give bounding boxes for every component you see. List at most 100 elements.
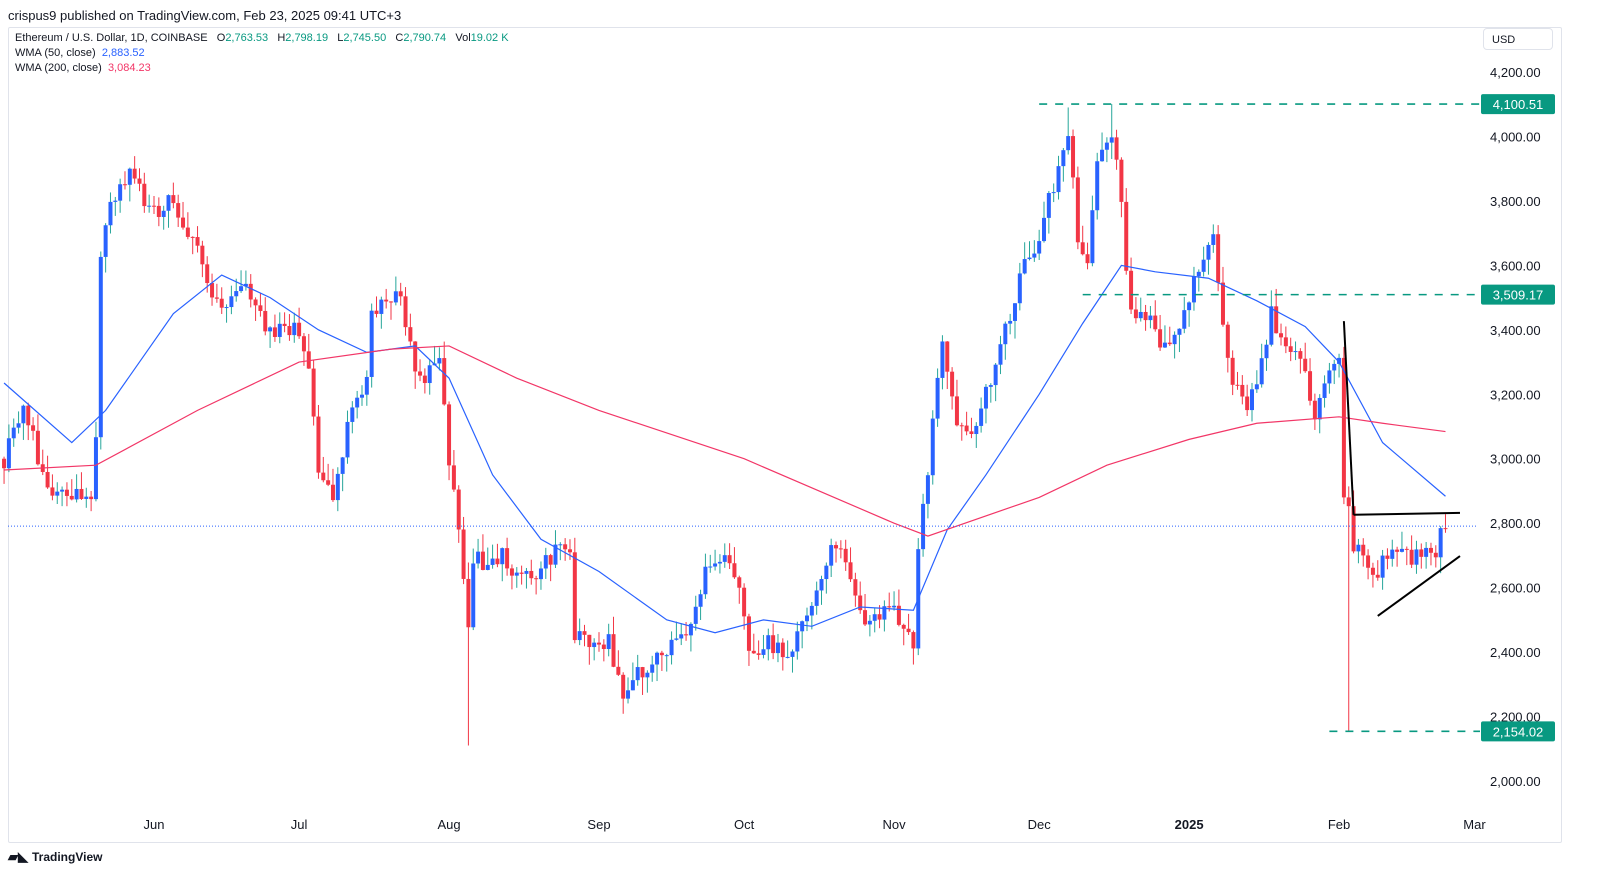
candle-down — [384, 299, 389, 302]
candle-down — [137, 178, 142, 184]
candle-up — [892, 605, 897, 608]
candle-up — [1380, 555, 1385, 578]
candle-down — [954, 396, 959, 426]
candle-up — [558, 544, 563, 546]
candle-up — [974, 425, 979, 435]
candle-up — [1424, 547, 1429, 557]
wma200-label[interactable]: WMA (200, close) — [15, 62, 102, 74]
candle-up — [1027, 257, 1032, 260]
candle-down — [1298, 351, 1303, 359]
candle-down — [877, 614, 882, 620]
candle-up — [514, 572, 519, 576]
candle-down — [863, 610, 868, 625]
candle-down — [1443, 528, 1448, 530]
symbol-title[interactable]: Ethereum / U.S. Dollar, 1D, COINBASE — [15, 32, 208, 44]
footer-brand: TradingView — [32, 850, 103, 864]
close-label: C — [395, 32, 404, 44]
y-tick-label: 4,200.00 — [1490, 65, 1541, 80]
candle-down — [480, 551, 485, 570]
candle-down — [659, 652, 664, 656]
candle-down — [1351, 506, 1356, 552]
candle-up — [359, 394, 364, 398]
candle-down — [1288, 346, 1293, 352]
y-tick-label: 3,200.00 — [1490, 387, 1541, 402]
candle-down — [640, 667, 645, 678]
candle-up — [268, 327, 273, 332]
candle-up — [1337, 357, 1342, 364]
candle-up — [592, 642, 597, 648]
candle-down — [597, 642, 602, 645]
candle-down — [258, 305, 263, 311]
level-price-label: 2,154.02 — [1493, 724, 1544, 739]
candle-down — [1075, 177, 1080, 243]
candle-down — [2, 458, 7, 469]
candle-down — [1419, 549, 1424, 557]
candle-up — [93, 437, 98, 500]
candle-down — [219, 298, 224, 308]
candle-up — [1017, 273, 1022, 304]
candle-down — [461, 529, 466, 579]
open-value: 2,763.53 — [225, 32, 269, 44]
candle-down — [1409, 549, 1414, 565]
candle-up — [1196, 271, 1201, 277]
trendline — [1342, 321, 1355, 515]
currency-selector[interactable]: USD — [1483, 28, 1553, 50]
wma50-label[interactable]: WMA (50, close) — [15, 47, 96, 59]
candle-down — [142, 183, 147, 207]
candle-down — [838, 548, 843, 550]
candle-down — [1428, 547, 1433, 553]
candle-down — [1274, 306, 1279, 334]
candle-down — [152, 205, 156, 207]
candle-down — [408, 327, 413, 342]
candle-down — [171, 195, 176, 204]
x-tick-label: Sep — [587, 817, 610, 832]
candle-down — [727, 555, 732, 564]
candle-down — [122, 184, 127, 186]
candle-up — [804, 615, 809, 622]
candle-down — [214, 297, 219, 299]
candle-down — [1167, 342, 1172, 345]
candle-down — [1385, 555, 1390, 559]
candle-down — [26, 405, 31, 426]
candle-down — [853, 579, 858, 596]
candle-down — [1124, 201, 1129, 271]
candle-up — [829, 545, 834, 566]
candle-down — [1129, 270, 1134, 310]
wma200-value: 3,084.23 — [107, 62, 151, 74]
candle-down — [737, 577, 742, 588]
wma50-line — [3, 264, 1446, 634]
candle-down — [287, 326, 292, 336]
candle-down — [843, 548, 848, 563]
candle-down — [529, 570, 534, 579]
candle-up — [524, 570, 529, 574]
candle-up — [1399, 548, 1404, 552]
candle-up — [1100, 149, 1105, 162]
candle-up — [543, 555, 548, 569]
candle-down — [1308, 371, 1313, 401]
candle-up — [21, 405, 26, 424]
candle-down — [1114, 137, 1119, 160]
candle-up — [795, 631, 800, 652]
candle-down — [1245, 396, 1250, 411]
candle-down — [156, 205, 161, 217]
candle-up — [1187, 302, 1192, 311]
candle-down — [248, 283, 253, 300]
candle-up — [703, 566, 708, 595]
candle-up — [800, 621, 805, 632]
chart-legend: Ethereum / U.S. Dollar, 1D, COINBASE O2,… — [15, 31, 509, 76]
candle-up — [630, 680, 635, 691]
candle-down — [1370, 567, 1375, 575]
candle-down — [176, 203, 181, 218]
candle-up — [1327, 370, 1332, 384]
candle-up — [553, 544, 558, 565]
publisher-line: crispus9 published on TradingView.com, F… — [8, 8, 402, 23]
candle-up — [1042, 217, 1047, 242]
candle-down — [1283, 337, 1288, 347]
candle-down — [316, 416, 321, 473]
candle-down — [263, 310, 268, 332]
level-price-badge — [1481, 284, 1555, 305]
candle-down — [447, 404, 452, 466]
candle-down — [1404, 548, 1409, 550]
candle-down — [901, 624, 906, 629]
